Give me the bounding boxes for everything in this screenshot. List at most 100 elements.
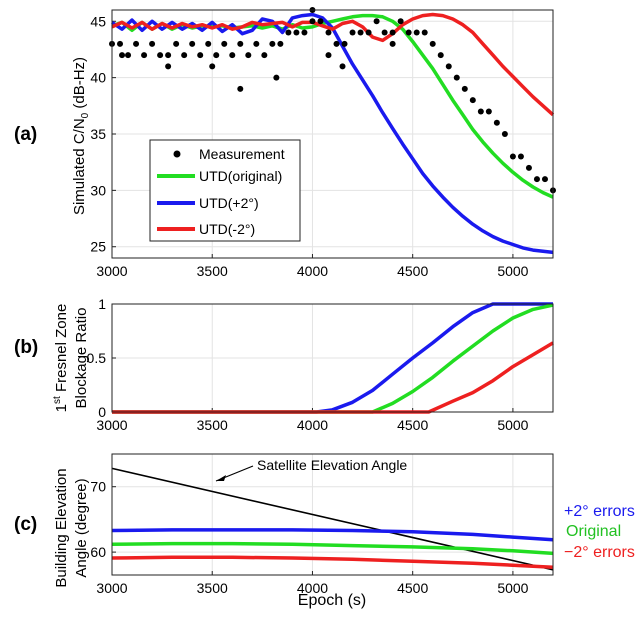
panel-c-ylabel-1: Building Elevation bbox=[53, 468, 70, 587]
measurement-point bbox=[213, 52, 220, 59]
measurement-point bbox=[477, 108, 484, 115]
xtick-label: 3500 bbox=[197, 580, 228, 596]
measurement-point bbox=[373, 18, 380, 25]
measurement-point bbox=[125, 52, 132, 59]
ytick-label: 60 bbox=[90, 544, 106, 560]
panel-c-frame bbox=[111, 453, 554, 576]
panel-a-ylabel: Simulated C/N0 (dB-Hz) bbox=[71, 57, 91, 215]
measurement-point bbox=[525, 164, 532, 171]
measurement-point bbox=[293, 29, 300, 36]
measurement-point bbox=[461, 85, 468, 92]
ytick-label: 30 bbox=[90, 182, 106, 198]
measurement-point bbox=[453, 74, 460, 81]
measurement-point bbox=[133, 40, 140, 47]
panel-a-legend: Measurement UTD(original) UTD(+2°) UTD(-… bbox=[149, 139, 301, 242]
right-label-original: Original bbox=[566, 523, 621, 540]
measurement-point bbox=[229, 52, 236, 59]
measurement-point bbox=[389, 40, 396, 47]
legend-measurement: Measurement bbox=[199, 146, 285, 162]
measurement-point bbox=[197, 52, 204, 59]
measurement-point bbox=[269, 40, 276, 47]
xtick-label: 3500 bbox=[197, 417, 228, 433]
measurement-point bbox=[533, 176, 540, 183]
measurement-point bbox=[541, 176, 548, 183]
measurement-point bbox=[141, 52, 148, 59]
measurement-point bbox=[437, 52, 444, 59]
measurement-point bbox=[509, 153, 516, 160]
series-line-minus2 bbox=[111, 12, 555, 117]
measurement-point bbox=[429, 40, 436, 47]
measurement-point bbox=[445, 63, 452, 70]
xtick-label: 4500 bbox=[397, 263, 428, 279]
measurement-point bbox=[309, 18, 316, 25]
right-label-minus2: −2° errors bbox=[564, 544, 635, 561]
series-line-original bbox=[112, 303, 554, 414]
xtick-label: 4500 bbox=[397, 580, 428, 596]
annotation-text: Satellite Elevation Angle bbox=[257, 457, 407, 473]
panel-c-xlabel: Epoch (s) bbox=[298, 592, 366, 609]
measurement-point bbox=[469, 97, 476, 104]
ytick-label: 35 bbox=[90, 126, 106, 142]
xtick-label: 5000 bbox=[497, 417, 528, 433]
measurement-point bbox=[237, 40, 244, 47]
ytick-label: 0.5 bbox=[87, 350, 107, 366]
panel-a-yticks: 25 30 35 40 45 bbox=[90, 13, 116, 255]
panel-a-xticks: 3000 3500 4000 4500 5000 bbox=[96, 254, 529, 279]
annotation-arrow-head bbox=[216, 475, 226, 481]
series-line-measurement bbox=[111, 467, 554, 571]
measurement-point bbox=[341, 40, 348, 47]
measurement-point bbox=[149, 40, 156, 47]
panel-c-series bbox=[111, 467, 554, 571]
measurement-point bbox=[157, 52, 164, 59]
measurement-point bbox=[413, 29, 420, 36]
xtick-label: 3500 bbox=[197, 263, 228, 279]
xtick-label: 4000 bbox=[297, 417, 328, 433]
series-line-minus2 bbox=[111, 555, 554, 569]
panel-b-ylabel-1: 1st Fresnel Zone bbox=[52, 304, 70, 413]
ytick-label: 0 bbox=[98, 404, 106, 420]
measurement-point bbox=[165, 63, 172, 70]
panel-b-ylabel-2: Blockage Ratio bbox=[73, 308, 90, 409]
measurement-point bbox=[273, 74, 280, 81]
measurement-point bbox=[209, 63, 216, 70]
ytick-label: 1 bbox=[98, 296, 106, 312]
measurement-point bbox=[333, 40, 340, 47]
ytick-label: 25 bbox=[90, 239, 106, 255]
measurement-point bbox=[357, 29, 364, 36]
panel-b: (b) 3000 3500 4000 4500 5000 0 0.5 1 1st Fresn… bbox=[14, 296, 554, 433]
xtick-label: 3000 bbox=[96, 263, 127, 279]
legend-minus2: UTD(-2°) bbox=[199, 221, 255, 237]
panel-a-frame bbox=[111, 9, 554, 259]
ytick-label: 70 bbox=[90, 479, 106, 495]
ytick-label: 40 bbox=[90, 70, 106, 86]
measurement-point bbox=[493, 119, 500, 126]
measurement-point bbox=[485, 108, 492, 115]
measurement-point bbox=[285, 29, 292, 36]
measurement-point bbox=[245, 52, 252, 59]
legend-measurement-marker bbox=[173, 150, 181, 158]
measurement-point bbox=[517, 153, 524, 160]
series-line-plus2 bbox=[111, 528, 554, 542]
measurement-point bbox=[205, 40, 212, 47]
xtick-label: 5000 bbox=[497, 580, 528, 596]
panel-c: (c) 3000 3500 4000 4500 5000 60 70 Building E… bbox=[14, 453, 635, 609]
xtick-label: 3000 bbox=[96, 417, 127, 433]
xtick-label: 4000 bbox=[297, 263, 328, 279]
measurement-point bbox=[261, 52, 268, 59]
measurement-point bbox=[119, 52, 126, 59]
xtick-label: 3000 bbox=[96, 580, 127, 596]
panel-a-label: (a) bbox=[14, 124, 37, 145]
panel-c-label: (c) bbox=[14, 514, 37, 535]
measurement-point bbox=[365, 29, 372, 36]
measurement-point bbox=[389, 29, 396, 36]
panel-a-series bbox=[109, 7, 556, 255]
measurement-point bbox=[349, 29, 356, 36]
panel-b-frame bbox=[111, 303, 554, 413]
measurement-point bbox=[501, 131, 508, 137]
measurement-point bbox=[237, 85, 244, 92]
satellite-annotation: Satellite Elevation Angle bbox=[215, 457, 407, 482]
measurement-point bbox=[381, 29, 388, 36]
measurement-point bbox=[421, 29, 428, 36]
measurement-point bbox=[189, 40, 196, 47]
measurement-point bbox=[405, 29, 412, 36]
